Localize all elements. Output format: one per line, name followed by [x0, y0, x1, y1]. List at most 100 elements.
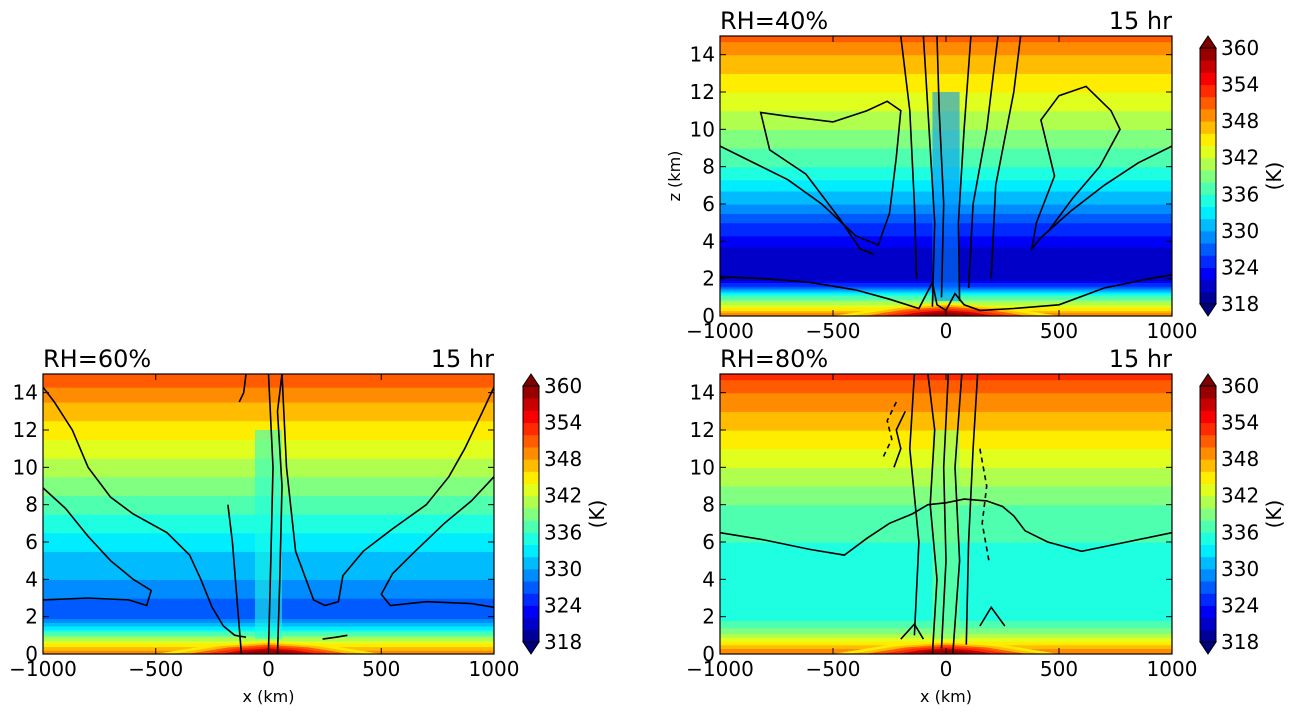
colorbar-segment — [523, 581, 539, 594]
y-tick-label: 8 — [702, 493, 715, 517]
y-tick-label: 6 — [25, 530, 38, 554]
colorbar-segment — [1200, 133, 1216, 147]
colorbar-segment — [523, 605, 539, 619]
colorbar-segment — [523, 532, 539, 545]
x-tick-label: 0 — [262, 657, 275, 681]
theta-field — [720, 36, 1172, 316]
colorbar-segment — [1200, 108, 1216, 122]
colorbar-tick-label: 324 — [544, 593, 582, 617]
colorbar-extend-max — [1199, 35, 1217, 49]
theta-band — [720, 71, 1172, 74]
colorbar-tick-label: 330 — [1221, 219, 1259, 243]
theta-band — [43, 403, 494, 407]
panel-title-left: RH=60% — [43, 345, 151, 373]
colorbar-segment — [1200, 194, 1216, 207]
contour-line — [967, 36, 999, 289]
colorbar-label: (K) — [1262, 500, 1286, 529]
theta-band — [720, 381, 1172, 384]
colorbar-tick-label: 348 — [544, 447, 582, 471]
convective-column — [932, 92, 960, 302]
colorbar-segment — [523, 495, 539, 509]
contour-line — [957, 36, 972, 302]
theta-field — [43, 374, 494, 654]
colorbar-segment — [1200, 434, 1216, 448]
convective-column — [254, 430, 283, 640]
colorbar-tick-label: 354 — [1221, 411, 1259, 435]
y-tick-label: 0 — [702, 304, 715, 328]
theta-band — [720, 45, 1172, 48]
colorbar-segment — [1200, 446, 1216, 460]
colorbar-tick-label: 354 — [1221, 73, 1259, 97]
y-tick-label: 0 — [25, 642, 38, 666]
x-tick-label: 500 — [1040, 319, 1078, 343]
x-axis-label: x (km) — [920, 687, 972, 706]
theta-band — [720, 86, 1172, 89]
theta-band — [43, 398, 494, 401]
colorbar-tick-label: 342 — [544, 484, 582, 508]
theta-band — [43, 428, 494, 431]
colorbar-segment — [523, 629, 539, 643]
theta-band — [43, 400, 494, 403]
y-tick-label: 14 — [690, 43, 715, 67]
x-tick-label: 1000 — [1147, 657, 1198, 681]
theta-band — [720, 90, 1172, 93]
colorbar-segment — [1200, 157, 1216, 171]
contour-line — [43, 386, 247, 638]
colorbar-segment — [1200, 568, 1216, 582]
colorbar-segment — [1200, 169, 1216, 183]
y-tick-label: 6 — [702, 530, 715, 554]
colorbar-segment — [1200, 532, 1216, 545]
colorbar-segment — [523, 593, 539, 606]
x-tick-label: 1000 — [469, 657, 520, 681]
colorbar-segment — [1200, 617, 1216, 631]
theta-band — [43, 396, 494, 399]
y-tick-label: 6 — [702, 192, 715, 216]
contour-line — [900, 36, 918, 279]
y-axis-label: z (km) — [665, 151, 684, 202]
theta-band — [720, 47, 1172, 50]
theta-band — [43, 424, 494, 427]
x-tick-label: −500 — [128, 657, 183, 681]
colorbar-segment — [1200, 206, 1216, 220]
colorbar-segment — [1200, 520, 1216, 533]
colorbar-tick-label: 318 — [1221, 292, 1259, 316]
colorbar-segment — [1200, 459, 1216, 472]
x-tick-label: −500 — [806, 657, 861, 681]
contour-line — [267, 374, 274, 651]
colorbar-segment — [523, 422, 539, 436]
y-tick-label: 4 — [702, 567, 715, 591]
colorbar-segment — [1200, 410, 1216, 424]
colorbar-tick-label: 348 — [1221, 109, 1259, 133]
theta-band — [720, 392, 1172, 396]
colorbar-tick-label: 330 — [544, 557, 582, 581]
panel-title-right: 15 hr — [431, 345, 494, 373]
theta-band — [43, 390, 494, 394]
colorbar-segment — [1200, 218, 1216, 232]
theta-band — [720, 394, 1172, 397]
theta-band — [720, 82, 1172, 86]
theta-band — [43, 415, 494, 418]
colorbar-segment — [1200, 386, 1216, 399]
colorbar-tick-label: 342 — [1221, 146, 1259, 170]
theta-band — [720, 62, 1172, 65]
colorbar-segment — [1200, 483, 1216, 497]
colorbar-segment — [1200, 593, 1216, 606]
contour-line — [908, 374, 920, 636]
theta-band — [720, 77, 1172, 80]
contour-line — [900, 622, 925, 640]
y-tick-label: 10 — [690, 455, 715, 479]
colorbar-segment — [1200, 556, 1216, 570]
colorbar-tick-label: 360 — [1221, 36, 1259, 60]
colorbar-segment — [523, 410, 539, 424]
y-tick-label: 12 — [13, 418, 38, 442]
contour-line — [979, 605, 1006, 627]
theta-band — [720, 73, 1172, 76]
theta-band — [720, 78, 1172, 82]
y-tick-label: 2 — [702, 267, 715, 291]
contour-line — [927, 374, 938, 654]
colorbar-segment — [1200, 471, 1216, 485]
colorbar-frame — [1199, 385, 1217, 643]
colorbar-segment — [523, 520, 539, 533]
theta-band — [43, 411, 494, 414]
colorbar-tick-label: 324 — [1221, 255, 1259, 279]
